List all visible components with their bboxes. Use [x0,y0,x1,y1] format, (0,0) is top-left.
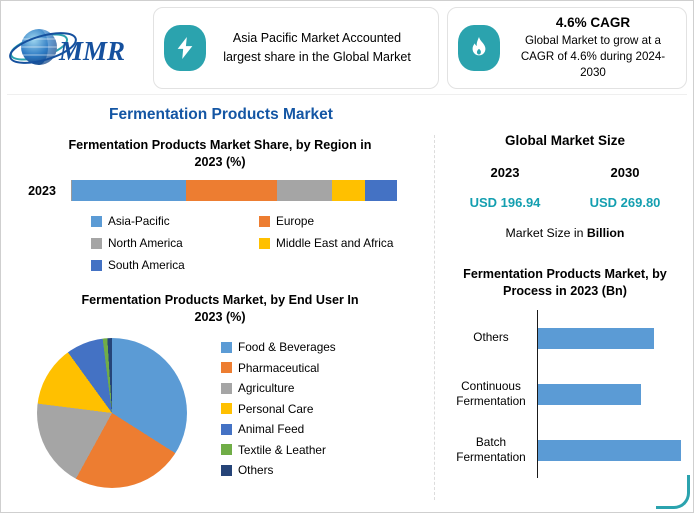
legend-label: South America [108,258,185,272]
region-legend: Asia-Pacific Europe North America Middle… [91,214,427,272]
legend-swatch [259,237,270,249]
region-chart-title: Fermentation Products Market Share, by R… [68,138,372,169]
value-2023: USD 196.94 [469,195,541,210]
enduser-chart: Food & Beverages Pharmaceutical Agricult… [13,338,427,488]
legend-item: Middle East and Africa [259,236,427,250]
market-size-years: 2023 2030 [445,165,685,180]
legend-label: Asia-Pacific [108,214,170,228]
legend-swatch [221,362,232,373]
market-size-note: Market Size in Billion [445,226,685,240]
left-column: Fermentation Products Market Share, by R… [13,137,427,488]
process-label: Others [473,330,509,345]
region-stacked-bar [71,180,397,201]
legend-swatch [221,464,232,476]
market-size-title: Global Market Size [504,133,626,148]
region-bar-segment [72,180,186,201]
flame-icon [458,25,500,71]
region-bar-row: 2023 [13,180,427,201]
corner-accent [656,475,690,509]
process-bar-area [537,366,685,422]
region-bar-segment [332,180,365,201]
process-chart: Others Continuous Fermentation Batch Fer… [445,310,685,478]
legend-swatch [91,215,102,227]
process-label: Continuous Fermentation [456,378,526,408]
process-chart-title: Fermentation Products Market, by Process… [463,267,667,298]
year-2023: 2023 [490,165,520,180]
legend-label: Food & Beverages [238,340,336,354]
legend-item: Personal Care [221,402,336,416]
legend-item: North America [91,236,259,250]
legend-label: Personal Care [238,401,314,416]
legend-item: Textile & Leather [221,443,336,457]
legend-item: Food & Beverages [221,340,336,354]
process-bar-area [537,310,685,366]
legend-label: Agriculture [238,381,295,395]
legend-item: Agriculture [221,381,336,395]
region-bar-segment [364,180,397,201]
mmr-logo: MMR [7,7,145,89]
legend-label: Others [238,463,274,477]
process-label: Batch Fermentation [456,434,526,464]
legend-swatch [221,382,232,394]
page-title: Fermentation Products Market [109,106,333,123]
note-bold: Billion [586,226,625,240]
process-row: Others [445,310,685,366]
process-bar-area [537,422,685,478]
cagr-texts: 4.6% CAGR Global Market to grow at a CAG… [510,15,676,82]
legend-item: South America [91,258,259,272]
legend-label: Textile & Leather [238,442,326,457]
legend-item: Others [221,463,336,477]
highlight-text: Asia Pacific Market Accounted largest sh… [223,30,411,64]
legend-item: Animal Feed [221,422,336,436]
enduser-pie-chart [37,338,187,488]
legend-swatch [259,215,270,227]
lightning-icon [164,25,206,71]
legend-item: Asia-Pacific [91,214,259,228]
header: MMR Asia Pacific Market Accounted larges… [7,7,687,95]
cagr-description: Global Market to grow at a CAGR of 4.6% … [520,33,666,80]
legend-swatch [221,423,232,435]
legend-label: Europe [276,214,315,228]
region-bar-segment [185,180,277,201]
legend-swatch [221,341,232,353]
legend-label: Middle East and Africa [276,236,394,250]
enduser-chart-title: Fermentation Products Market, by End Use… [81,293,359,324]
year-2030: 2030 [610,165,640,180]
legend-swatch [91,237,102,249]
highlight-box: Asia Pacific Market Accounted largest sh… [153,7,439,89]
legend-item: Europe [259,214,427,228]
legend-swatch [221,403,232,414]
legend-label: Pharmaceutical [238,360,320,375]
legend-swatch [91,259,102,271]
process-bar-others [538,327,654,349]
legend-item: Pharmaceutical [221,361,336,375]
cagr-box: 4.6% CAGR Global Market to grow at a CAG… [447,7,687,89]
legend-swatch [221,444,232,455]
legend-label: North America [108,236,183,250]
value-2030: USD 269.80 [589,195,661,210]
mmr-logo-text: MMR [58,36,125,66]
column-divider [434,135,435,500]
market-size-values: USD 196.94 USD 269.80 [445,195,685,210]
note-prefix: Market Size in [505,226,587,240]
process-row: Continuous Fermentation [445,366,685,422]
process-bar-continuous [538,383,641,405]
process-bar-batch [538,439,682,461]
cagr-title: 4.6% CAGR [555,14,631,30]
region-bar-segment [276,180,332,201]
legend-label: Animal Feed [238,422,305,436]
enduser-legend: Food & Beverages Pharmaceutical Agricult… [221,338,336,488]
mmr-logo-graphic: MMR [9,29,125,66]
region-year-label: 2023 [28,183,56,198]
process-row: Batch Fermentation [445,422,685,478]
right-column: Global Market Size 2023 2030 USD 196.94 … [445,133,685,478]
